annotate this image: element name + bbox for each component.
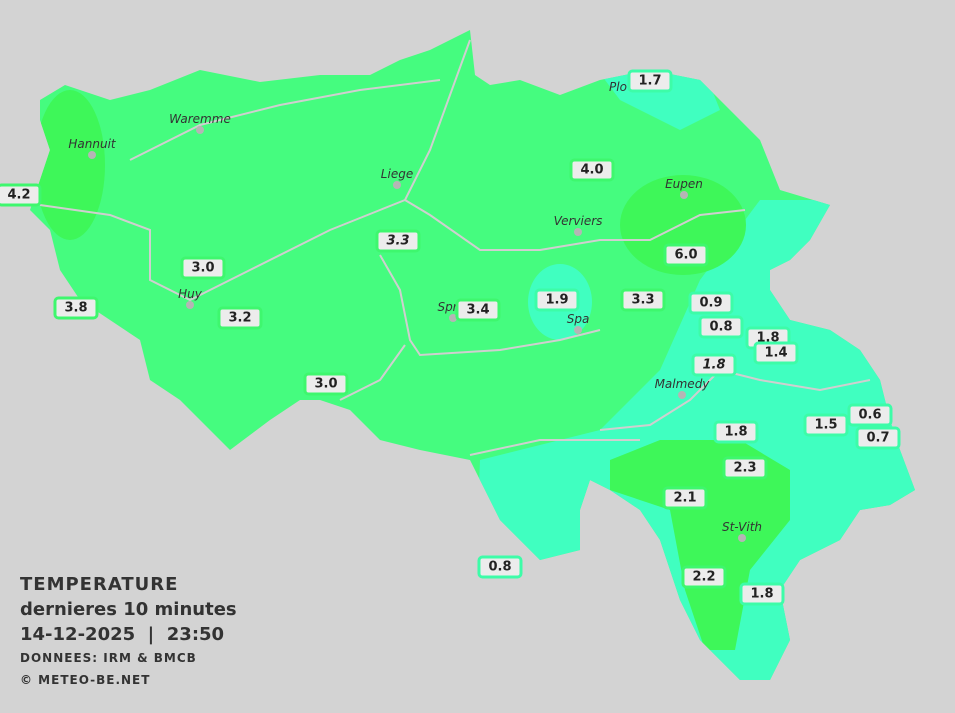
- map-legend: TEMPERATURE dernieres 10 minutes 14-12-2…: [20, 572, 237, 691]
- legend-datetime: 14-12-2025 | 23:50: [20, 624, 225, 645]
- city-label: Spa: [566, 312, 590, 326]
- station-value[interactable]: 3.0: [180, 256, 226, 280]
- city-label: Plo: [609, 80, 627, 94]
- city-label: Liege: [380, 167, 414, 181]
- station-value[interactable]: 0.6: [847, 403, 893, 427]
- zone-warm-eupen: [620, 175, 746, 275]
- city-label: Waremme: [169, 112, 231, 126]
- zone-warm-hannuit: [35, 90, 105, 240]
- city-marker: [88, 151, 96, 159]
- rivers: [39, 39, 871, 456]
- city-label: St-Vith: [721, 520, 763, 534]
- station-value[interactable]: 6.0: [663, 243, 709, 267]
- city-label: Hannuit: [68, 137, 116, 151]
- station-value[interactable]: 2.2: [681, 565, 727, 589]
- station-value[interactable]: 1.8: [739, 582, 785, 606]
- station-value[interactable]: 0.9: [688, 291, 734, 315]
- station-value[interactable]: 2.3: [722, 456, 768, 480]
- station-value[interactable]: 1.8: [713, 420, 759, 444]
- station-value[interactable]: 3.2: [217, 306, 263, 330]
- station-value[interactable]: 1.7: [627, 69, 673, 93]
- station-value[interactable]: 4.0: [569, 158, 615, 182]
- station-value[interactable]: 2.1: [662, 486, 708, 510]
- zone-cool-north: [590, 60, 720, 130]
- city-label: Eupen: [665, 177, 703, 191]
- station-value[interactable]: 3.3: [375, 229, 421, 253]
- station-value[interactable]: 3.0: [303, 372, 349, 396]
- legend-copyright: © METEO-BE.NET: [20, 673, 151, 687]
- city-marker: [196, 126, 204, 134]
- zone-warm-stvith: [610, 440, 790, 650]
- city-marker: [449, 314, 457, 322]
- city-label: Malmedy: [654, 377, 710, 391]
- station-value[interactable]: 3.4: [455, 298, 501, 322]
- station-value[interactable]: 1.4: [753, 341, 799, 365]
- city-label: Verviers: [553, 214, 603, 228]
- legend-source: DONNEES: IRM & BMCB: [20, 651, 197, 665]
- city-marker: [574, 228, 582, 236]
- city-marker: [680, 191, 688, 199]
- station-value[interactable]: 0.8: [698, 315, 744, 339]
- city-marker: [393, 181, 401, 189]
- station-value[interactable]: 1.8: [691, 353, 737, 377]
- city-marker: [678, 391, 686, 399]
- station-value[interactable]: 0.7: [855, 426, 901, 450]
- station-value[interactable]: 4.2: [0, 183, 42, 207]
- city-marker: [186, 301, 194, 309]
- legend-subtitle: dernieres 10 minutes: [20, 599, 237, 620]
- station-value[interactable]: 1.9: [534, 288, 580, 312]
- station-value[interactable]: 1.5: [803, 413, 849, 437]
- station-value[interactable]: 3.8: [53, 296, 99, 320]
- legend-title: TEMPERATURE: [20, 574, 179, 595]
- city-marker: [738, 534, 746, 542]
- station-value[interactable]: 3.3: [620, 288, 666, 312]
- city-marker: [574, 326, 582, 334]
- city-label: Huy: [178, 287, 202, 301]
- station-value[interactable]: 0.8: [477, 555, 523, 579]
